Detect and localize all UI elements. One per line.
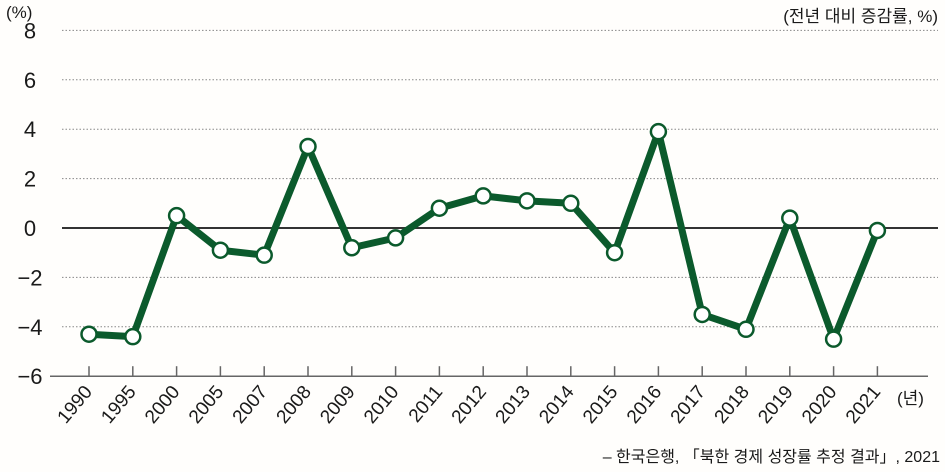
x-tick-label: 2013 [492,382,535,428]
data-point-marker [824,330,843,348]
data-point-marker [562,194,580,213]
x-tick-label: 2021 [842,382,885,428]
x-tick-label: 2000 [141,382,184,428]
data-point-marker [80,325,98,343]
x-tick-label: 2015 [579,382,622,428]
data-point-marker [868,221,887,240]
data-point-marker [211,241,230,259]
x-tick-label: 2019 [754,382,797,428]
data-point-marker [474,187,492,205]
y-tick-label: 2 [24,167,36,192]
x-tick-label: 2016 [623,382,666,428]
series-line [85,128,881,343]
y-tick-label: −6 [17,364,42,389]
y-tick-label: 8 [24,18,36,43]
data-point-marker [343,239,361,257]
x-tick-label: 2009 [316,382,359,428]
x-tick-label: 2010 [360,382,403,428]
x-tick-label: 2011 [405,382,447,427]
data-point-marker [649,122,668,141]
source-note: – 한국은행, 「북한 경제 성장률 추정 결과」, 2021 [603,448,940,466]
data-point-marker [167,206,186,225]
y-tick-label: −2 [17,265,42,290]
y-axis-unit-label: (%) [6,3,32,22]
data-point-marker [605,243,624,262]
data-point-marker [693,305,711,324]
x-tick-label: 2012 [448,382,491,428]
x-tick-label: 2018 [711,382,754,428]
gridlines [62,29,938,328]
y-axis-tick-labels: 8 6 4 2 0 −2 −4 −6 [17,18,42,389]
x-tick-label: 2020 [798,382,841,428]
data-point-marker [255,246,273,264]
x-tick-label: 2007 [229,382,272,428]
x-tick-label: 2008 [273,382,316,428]
x-tick-label: 1995 [97,382,140,428]
x-axis-unit-label: (년) [897,389,924,408]
y-tick-label: 4 [24,117,36,142]
y-tick-label: 6 [24,68,36,93]
data-series [80,122,887,348]
unit-note: (전년 대비 증감률, %) [783,7,938,26]
x-axis: 1990 1995 2000 2005 2007 2008 2009 2010 2011 2012… [50,366,928,428]
y-tick-label: −4 [17,315,42,340]
data-point-marker [518,192,536,210]
x-tick-label: 1990 [54,382,97,428]
x-tick-label: 2014 [535,382,579,428]
y-tick-label: 0 [24,216,36,241]
data-point-marker [781,209,799,227]
x-tick-label: 2005 [185,382,228,428]
data-point-marker [386,229,405,247]
data-point-marker [299,137,317,156]
data-point-marker [430,199,449,217]
data-point-marker [124,327,142,346]
data-point-marker [737,320,755,339]
x-tick-label: 2017 [667,382,710,428]
